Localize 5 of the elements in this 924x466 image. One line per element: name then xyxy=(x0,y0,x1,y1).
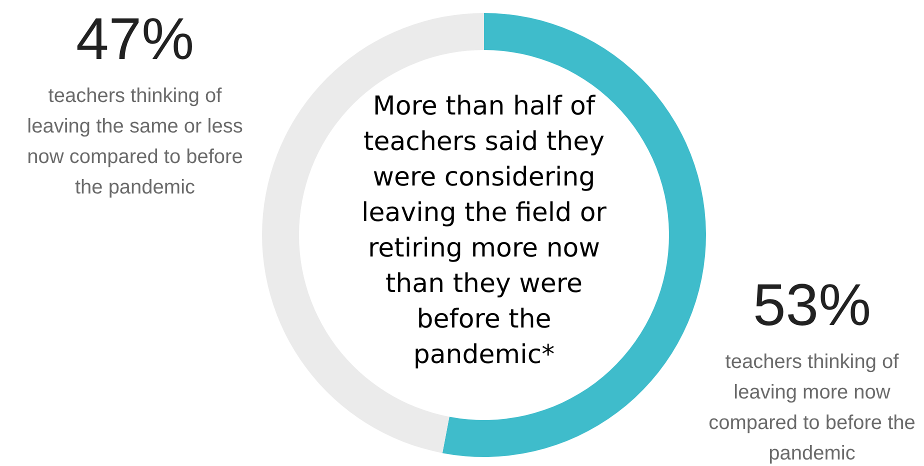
text: More than half of teachers said they were considering leaving the field or retiring more now than they were before the pandemic* xyxy=(362,92,607,370)
data-label: 47% xyxy=(76,6,194,72)
slice-label: teachers thinking of leaving the same or less now compared to before the pandemic xyxy=(27,85,243,198)
slice-label: teachers thinking of leaving more now compared to before the pandemic xyxy=(708,351,916,464)
data-label: 53% xyxy=(752,272,872,338)
